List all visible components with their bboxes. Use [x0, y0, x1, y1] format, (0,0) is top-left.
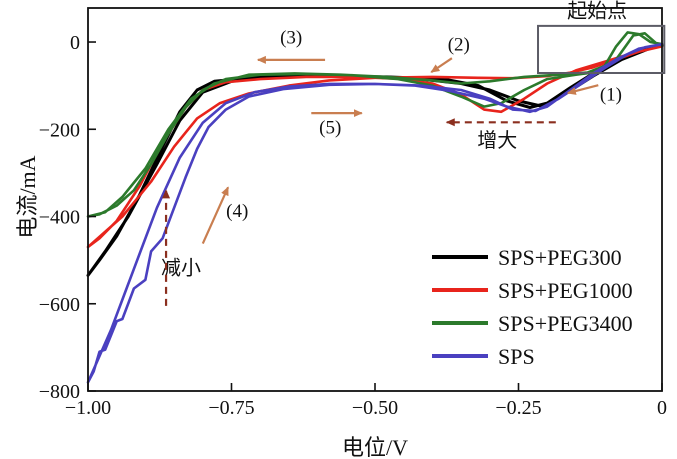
- step-1-label: (1): [600, 84, 622, 105]
- x-tick-label: −1.00: [65, 397, 111, 419]
- series-line-SPS+PEG300: [86, 44, 664, 277]
- step-2-arrow: [430, 57, 453, 74]
- x-tick-label: 0: [657, 397, 667, 419]
- x-tick-label: −0.50: [352, 397, 398, 419]
- start-point-box: [537, 24, 666, 74]
- series-line-SPS+PEG1000: [86, 45, 664, 249]
- x-tick-label: −0.75: [208, 397, 254, 419]
- step-4-arrow: [201, 186, 230, 245]
- step-1-arrow: [566, 84, 599, 95]
- step-5-label: (5): [319, 118, 341, 139]
- legend-item: SPS+PEG300: [432, 245, 622, 270]
- step-3-label: (3): [280, 27, 302, 48]
- y-tick-label: 0: [70, 32, 80, 54]
- y-tick-label: −800: [39, 381, 80, 403]
- increase-label: 增大: [477, 129, 517, 152]
- y-tick-label: −600: [39, 294, 80, 316]
- step-4-label: (4): [226, 201, 248, 222]
- y-tick-label: −200: [39, 119, 80, 141]
- x-axis-title: 电位/V: [341, 435, 408, 459]
- y-axis-title: 电流/mA: [15, 155, 40, 239]
- legend-label: SPS+PEG3400: [498, 311, 633, 336]
- start-point-label: 起始点: [567, 0, 627, 22]
- legend-item: SPS+PEG1000: [432, 278, 633, 303]
- legend-item: SPS+PEG3400: [432, 311, 633, 336]
- legend-label: SPS+PEG1000: [498, 278, 633, 303]
- legend-label: SPS: [498, 344, 535, 369]
- y-tick-label: −400: [39, 207, 80, 229]
- series-line-SPS+PEG3400: [86, 31, 664, 218]
- legend-label: SPS+PEG300: [498, 245, 622, 270]
- x-tick-label: −0.25: [495, 397, 541, 419]
- decrease-label: 减小: [161, 256, 201, 279]
- step-2-label: (2): [448, 34, 470, 55]
- legend-item: SPS: [432, 344, 535, 369]
- series-line-SPS: [86, 42, 664, 384]
